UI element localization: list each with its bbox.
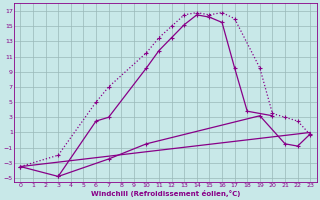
X-axis label: Windchill (Refroidissement éolien,°C): Windchill (Refroidissement éolien,°C) (91, 190, 240, 197)
